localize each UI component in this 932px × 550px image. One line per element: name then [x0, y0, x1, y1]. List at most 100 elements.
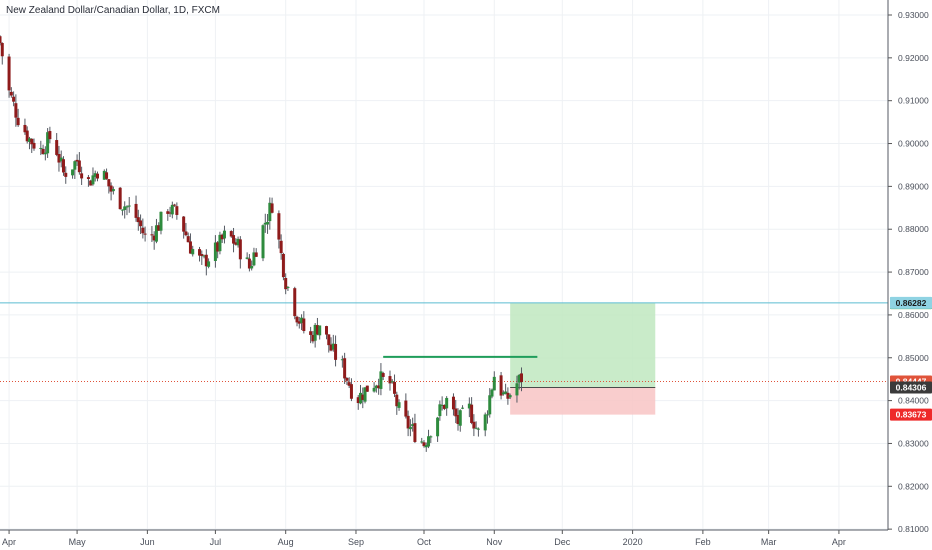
y-tick-label: 0.81000: [898, 524, 929, 534]
y-tick-label: 0.84000: [898, 396, 929, 406]
candle-body: [295, 316, 299, 323]
candle-body: [170, 204, 174, 215]
candle-body: [470, 404, 474, 423]
candle-body: [429, 436, 433, 438]
candle-body: [347, 382, 351, 386]
candle-body: [281, 253, 285, 278]
candle-body: [152, 235, 156, 241]
candle-body: [277, 213, 281, 240]
candle-body: [0, 43, 4, 57]
chart-title: New Zealand Dollar/Canadian Dollar, 1D, …: [6, 5, 220, 16]
x-tick-label: Oct: [417, 537, 432, 547]
candle-body: [445, 397, 449, 409]
candle-body: [411, 424, 415, 426]
candle-body: [91, 175, 95, 185]
candle-body: [388, 376, 392, 384]
candle-body: [397, 402, 401, 408]
candle-body: [515, 383, 519, 396]
candle-body: [216, 242, 220, 252]
candle-body: [454, 408, 458, 417]
candle-body: [363, 387, 367, 402]
candle-body: [222, 230, 226, 239]
y-tick-label: 0.88000: [898, 224, 929, 234]
candle-body: [451, 396, 455, 410]
candle-body: [395, 394, 399, 407]
candle-body: [102, 170, 106, 180]
candle-body: [125, 206, 129, 208]
candle-body: [300, 317, 304, 324]
candle-body: [297, 321, 301, 324]
candle-body: [504, 391, 508, 394]
candle-body: [127, 205, 131, 207]
candle-body: [252, 252, 256, 266]
x-tick-label: Mar: [761, 537, 777, 547]
y-tick-label: 0.83000: [898, 438, 929, 448]
candle-body: [263, 222, 267, 225]
price-badge-bg: [890, 296, 932, 309]
candle-body: [77, 160, 81, 173]
candle-body: [184, 231, 188, 236]
y-tick-label: 0.85000: [898, 353, 929, 363]
x-tick-label: Apr: [2, 537, 16, 547]
target-zone: [510, 303, 656, 388]
candle-body: [420, 441, 424, 443]
candle-body: [118, 187, 122, 210]
y-tick-label: 0.89000: [898, 181, 929, 191]
candle-body: [340, 359, 344, 361]
candle-body: [334, 344, 338, 360]
candle-body: [207, 261, 211, 267]
candle-body: [279, 240, 283, 254]
candle-body: [182, 216, 186, 232]
candle-body: [14, 103, 18, 118]
candles: [0, 35, 523, 452]
candle-body: [107, 179, 111, 187]
x-tick-label: Nov: [486, 537, 503, 547]
candle-body: [442, 404, 446, 409]
candle-body: [404, 400, 408, 417]
price-badge-text: 0.84447: [896, 376, 927, 386]
price-badge: 0.84306: [890, 381, 932, 394]
candle-body: [519, 373, 523, 383]
price-badge-text: 0.83673: [896, 410, 927, 420]
candle-body: [361, 394, 365, 400]
candle-body: [245, 257, 249, 259]
candle-body: [349, 384, 353, 399]
candle-body: [517, 374, 521, 383]
candle-body: [327, 334, 331, 346]
candle-body: [7, 56, 11, 91]
candle-body: [232, 235, 236, 244]
candle-body: [141, 227, 145, 234]
candle-body: [492, 376, 496, 391]
candle-body: [390, 381, 394, 383]
candle-body: [331, 343, 335, 350]
y-tick-label: 0.92000: [898, 53, 929, 63]
candle-body: [200, 254, 204, 257]
x-tick-label: Jun: [140, 537, 155, 547]
candle-body: [27, 138, 31, 142]
candle-body: [168, 212, 172, 214]
candle-body: [213, 242, 217, 261]
candle-body: [75, 159, 79, 162]
plot-area: [0, 0, 888, 530]
price-badge-bg: [890, 381, 932, 394]
candle-body: [458, 410, 462, 426]
candle-body: [286, 286, 290, 288]
price-badge-bg: [890, 408, 932, 421]
candle-body: [377, 385, 381, 389]
candle-body: [309, 331, 313, 335]
candle-body: [393, 381, 397, 394]
candle-body: [284, 277, 288, 290]
candle-body: [474, 427, 478, 429]
candle-body: [254, 252, 258, 257]
candle-body: [159, 211, 163, 231]
candle-body: [406, 415, 410, 429]
candle-body: [150, 234, 154, 236]
candle-body: [9, 91, 13, 96]
candle-body: [25, 130, 29, 142]
candle-body: [0, 36, 2, 44]
candle-body: [467, 403, 471, 409]
candle-body: [186, 236, 190, 243]
y-tick-label: 0.82000: [898, 481, 929, 491]
candle-body: [247, 258, 251, 269]
